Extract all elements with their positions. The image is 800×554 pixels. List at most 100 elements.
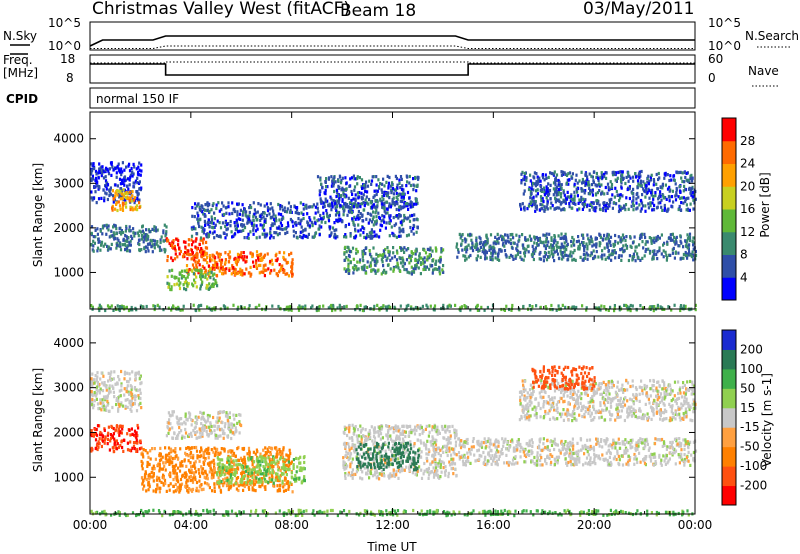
echo-cell	[193, 473, 196, 477]
echo-cell	[147, 235, 150, 239]
echo-cell	[395, 249, 399, 253]
echo-cell	[165, 230, 168, 234]
echo-cell	[402, 247, 405, 251]
echo-cell	[117, 407, 120, 411]
echo-cell	[382, 193, 385, 198]
echo-cell	[354, 266, 357, 270]
echo-cell	[396, 251, 399, 255]
echo-cell	[558, 199, 561, 203]
echo-cell	[424, 251, 428, 255]
echo-cell	[653, 249, 656, 253]
echo-cell	[197, 305, 200, 309]
echo-cell	[135, 308, 138, 312]
echo-cell	[512, 241, 515, 245]
echo-cell	[205, 447, 208, 452]
echo-cell	[576, 194, 579, 198]
echo-cell	[479, 245, 482, 249]
echo-cell	[194, 254, 197, 258]
echo-cell	[375, 252, 378, 256]
echo-cell	[639, 198, 642, 203]
echo-cell	[301, 236, 304, 240]
echo-cell	[141, 467, 144, 471]
echo-cell	[136, 231, 139, 235]
echo-cell	[251, 254, 254, 259]
echo-cell	[669, 238, 672, 242]
echo-cell	[196, 211, 199, 215]
echo-cell	[319, 199, 322, 204]
echo-cell	[297, 212, 300, 216]
echo-cell	[295, 470, 298, 474]
echo-cell	[615, 179, 618, 183]
echo-cell	[95, 181, 98, 185]
echo-cell	[123, 370, 127, 374]
echo-cell	[567, 182, 570, 186]
echo-cell	[356, 268, 359, 272]
echo-cell	[268, 466, 272, 470]
echo-cell	[422, 257, 425, 262]
echo-cell	[271, 262, 274, 266]
echo-cell	[160, 235, 163, 239]
echo-cell	[121, 161, 124, 165]
echo-cell	[206, 220, 209, 225]
echo-cell	[213, 453, 216, 458]
echo-cell	[135, 204, 139, 208]
echo-cell	[241, 271, 244, 275]
echo-cell	[101, 398, 104, 402]
echo-cell	[225, 223, 229, 227]
echo-cell	[543, 250, 547, 255]
echo-cell	[210, 476, 214, 480]
echo-cell	[191, 478, 194, 482]
echo-cell	[605, 203, 608, 208]
echo-cell	[398, 205, 401, 209]
echo-cell	[297, 217, 300, 221]
echo-cell	[601, 175, 604, 179]
echo-cell	[359, 228, 362, 232]
echo-cell	[384, 247, 387, 252]
nsky-tick-low: 10^0	[48, 39, 81, 53]
echo-cell	[311, 304, 314, 308]
echo-cell	[239, 456, 243, 460]
echo-cell	[392, 233, 395, 237]
echo-cell	[559, 195, 563, 199]
echo-cell	[635, 201, 638, 205]
echo-cell	[620, 186, 623, 190]
echo-cell	[158, 248, 162, 253]
echo-cell	[206, 208, 209, 213]
echo-cell	[538, 252, 541, 256]
echo-cell	[267, 472, 270, 476]
echo-cell	[252, 260, 255, 264]
echo-cell	[113, 233, 116, 237]
echo-cell	[210, 472, 214, 476]
echo-cell	[616, 241, 620, 245]
echo-cell	[625, 175, 628, 179]
echo-cell	[358, 260, 361, 264]
echo-cell	[106, 442, 109, 446]
echo-cell	[193, 215, 196, 219]
echo-cell	[270, 234, 273, 238]
echo-cell	[184, 245, 187, 249]
echo-cell	[290, 251, 293, 255]
echo-cell	[673, 256, 676, 260]
echo-cell	[675, 191, 678, 195]
echo-cell	[92, 177, 95, 181]
echo-cell	[113, 370, 116, 374]
echo-cell	[560, 183, 563, 187]
echo-cell	[528, 202, 531, 206]
echo-cell	[230, 481, 233, 485]
echo-cell	[252, 450, 255, 454]
echo-cell	[282, 257, 286, 261]
echo-cell	[648, 306, 651, 310]
echo-cell	[205, 451, 208, 455]
echo-cell	[277, 304, 280, 309]
echo-cell	[240, 458, 243, 462]
echo-cell	[535, 180, 538, 184]
echo-cell	[127, 164, 130, 168]
echo-cell	[464, 240, 467, 244]
echo-cell	[148, 477, 151, 481]
echo-cell	[605, 201, 608, 206]
echo-cell	[322, 211, 325, 215]
echo-cell	[191, 489, 194, 493]
echo-cell	[172, 304, 175, 308]
echo-cell	[177, 480, 180, 484]
echo-cell	[138, 201, 141, 205]
